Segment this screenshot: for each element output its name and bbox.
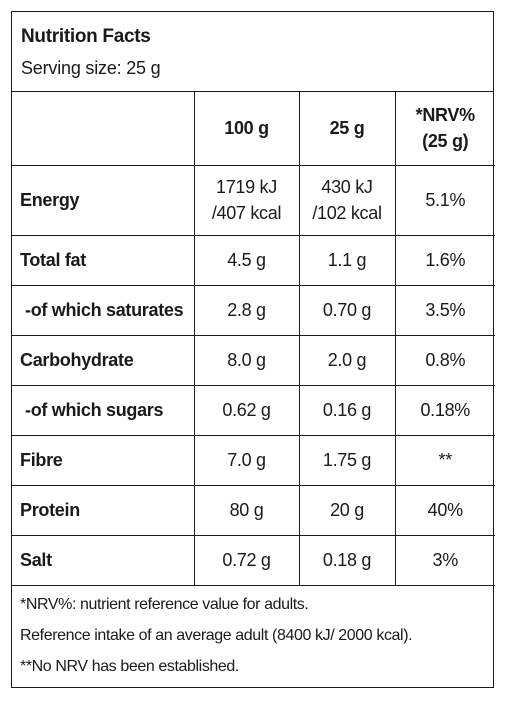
value-per-100g: 0.62 g: [194, 385, 300, 436]
value-nrv: **: [395, 435, 495, 486]
header-per-100g: 100 g: [194, 92, 300, 166]
value-per-100g: 0.72 g: [194, 535, 300, 586]
value-nrv: 1.6%: [395, 235, 495, 286]
table-row-energy: Energy 1719 kJ /407 kcal 430 kJ /102 kca…: [12, 165, 495, 236]
panel-header: Nutrition Facts Serving size: 25 g: [12, 12, 493, 92]
header-nrv-portion: (25 g): [422, 131, 469, 152]
value-per-100g: 1719 kJ /407 kcal: [194, 165, 300, 236]
value-per-25g: 0.70 g: [299, 285, 396, 336]
row-name: Salt: [12, 535, 195, 586]
value-per-25g: 430 kJ /102 kcal: [299, 165, 396, 236]
row-name: Protein: [12, 485, 195, 536]
header-empty-cell: [12, 92, 195, 166]
value-nrv: 40%: [395, 485, 495, 536]
value-per-100g: 2.8 g: [194, 285, 300, 336]
value-nrv: 0.18%: [395, 385, 495, 436]
value-nrv: 0.8%: [395, 335, 495, 386]
value-nrv: 3%: [395, 535, 495, 586]
row-name: -of which sugars: [12, 385, 195, 436]
table-row-sugars: -of which sugars 0.62 g 0.16 g 0.18%: [12, 385, 495, 436]
row-name: Total fat: [12, 235, 195, 286]
value-per-25g: 1.75 g: [299, 435, 396, 486]
table-row-protein: Protein 80 g 20 g 40%: [12, 485, 495, 536]
value-per-25g: 0.18 g: [299, 535, 396, 586]
nutrition-facts-panel: Nutrition Facts Serving size: 25 g 100 g…: [11, 11, 495, 688]
table-row-total-fat: Total fat 4.5 g 1.1 g 1.6%: [12, 235, 495, 286]
value-per-25g: 20 g: [299, 485, 396, 536]
row-name: Energy: [12, 165, 195, 236]
header-nrv-label: *NRV%: [415, 105, 476, 126]
value-nrv: 3.5%: [395, 285, 495, 336]
panel-title: Nutrition Facts: [21, 26, 151, 47]
value-per-25g: 1.1 g: [299, 235, 396, 286]
footnote-nrv-definition: *NRV%: nutrient reference value for adul…: [20, 595, 309, 613]
table-row-saturates: -of which saturates 2.8 g 0.70 g 3.5%: [12, 285, 495, 336]
row-name: -of which saturates: [12, 285, 195, 336]
table-row-salt: Salt 0.72 g 0.18 g 3%: [12, 535, 495, 586]
table-row-carbohydrate: Carbohydrate 8.0 g 2.0 g 0.8%: [12, 335, 495, 386]
footnote-no-nrv: **No NRV has been established.: [20, 657, 239, 675]
energy-kcal-100g: /407 kcal: [211, 203, 282, 223]
table-header-row: 100 g 25 g *NRV% (25 g): [12, 92, 495, 166]
header-per-25g: 25 g: [299, 92, 396, 166]
energy-kj-25g: 430 kJ: [321, 177, 373, 197]
row-name: Carbohydrate: [12, 335, 195, 386]
value-per-25g: 2.0 g: [299, 335, 396, 386]
value-per-100g: 7.0 g: [194, 435, 300, 486]
value-per-25g: 0.16 g: [299, 385, 396, 436]
row-name: Fibre: [12, 435, 195, 486]
header-nrv: *NRV% (25 g): [395, 92, 495, 166]
footnotes: *NRV%: nutrient reference value for adul…: [12, 586, 493, 677]
serving-size: Serving size: 25 g: [21, 58, 161, 78]
energy-kj-100g: 1719 kJ: [216, 177, 277, 197]
value-per-100g: 80 g: [194, 485, 300, 536]
value-per-100g: 8.0 g: [194, 335, 300, 386]
energy-kcal-25g: /102 kcal: [312, 203, 382, 223]
nutrition-table: 100 g 25 g *NRV% (25 g) Energy 1719 kJ /…: [12, 92, 495, 586]
table-row-fibre: Fibre 7.0 g 1.75 g **: [12, 435, 495, 486]
value-nrv: 5.1%: [395, 165, 495, 236]
value-per-100g: 4.5 g: [194, 235, 300, 286]
footnote-reference-intake: Reference intake of an average adult (84…: [20, 626, 413, 644]
